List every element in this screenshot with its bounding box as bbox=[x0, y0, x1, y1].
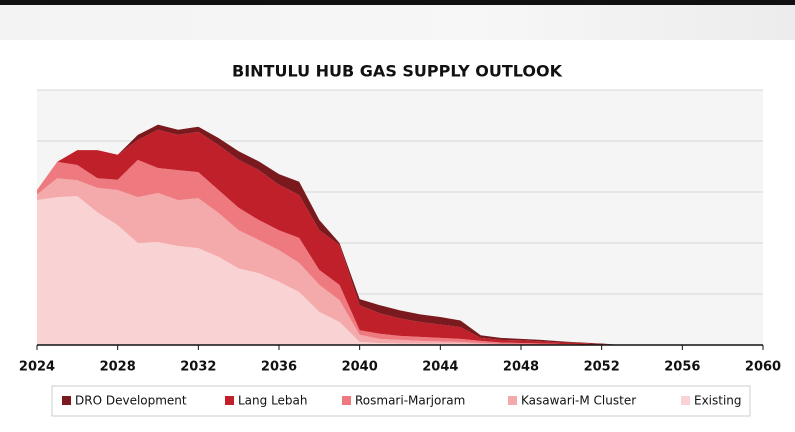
legend-label: Rosmari-Marjoram bbox=[355, 394, 465, 408]
legend-swatch bbox=[681, 396, 690, 405]
x-tick-label: 2056 bbox=[664, 360, 700, 375]
legend-label: Kasawari-M Cluster bbox=[521, 394, 636, 408]
chart-title: BINTULU HUB GAS SUPPLY OUTLOOK bbox=[232, 62, 563, 81]
x-tick-label: 2036 bbox=[261, 360, 297, 375]
header-band bbox=[0, 0, 795, 40]
x-tick-label: 2060 bbox=[745, 360, 781, 375]
area bbox=[37, 196, 622, 345]
x-tick-label: 2052 bbox=[584, 360, 620, 375]
area bbox=[37, 178, 622, 345]
x-tick-label: 2032 bbox=[180, 360, 216, 375]
legend-swatch bbox=[225, 396, 234, 405]
legend-swatch bbox=[342, 396, 351, 405]
legend-box bbox=[51, 385, 751, 417]
legend-swatch bbox=[508, 396, 517, 405]
legend-label: DRO Development bbox=[75, 394, 187, 408]
x-tick-label: 2048 bbox=[503, 360, 539, 375]
legend-label: Lang Lebah bbox=[238, 394, 308, 408]
x-tick-label: 2028 bbox=[100, 360, 136, 375]
legend-swatch bbox=[62, 396, 71, 405]
x-tick-label: 2040 bbox=[342, 360, 378, 375]
area bbox=[37, 124, 622, 346]
x-tick-label: 2024 bbox=[19, 360, 55, 375]
legend-label: Existing bbox=[694, 394, 742, 408]
x-tick-label: 2044 bbox=[422, 360, 458, 375]
top-bar bbox=[0, 0, 795, 5]
area bbox=[37, 129, 622, 345]
area bbox=[37, 159, 622, 345]
